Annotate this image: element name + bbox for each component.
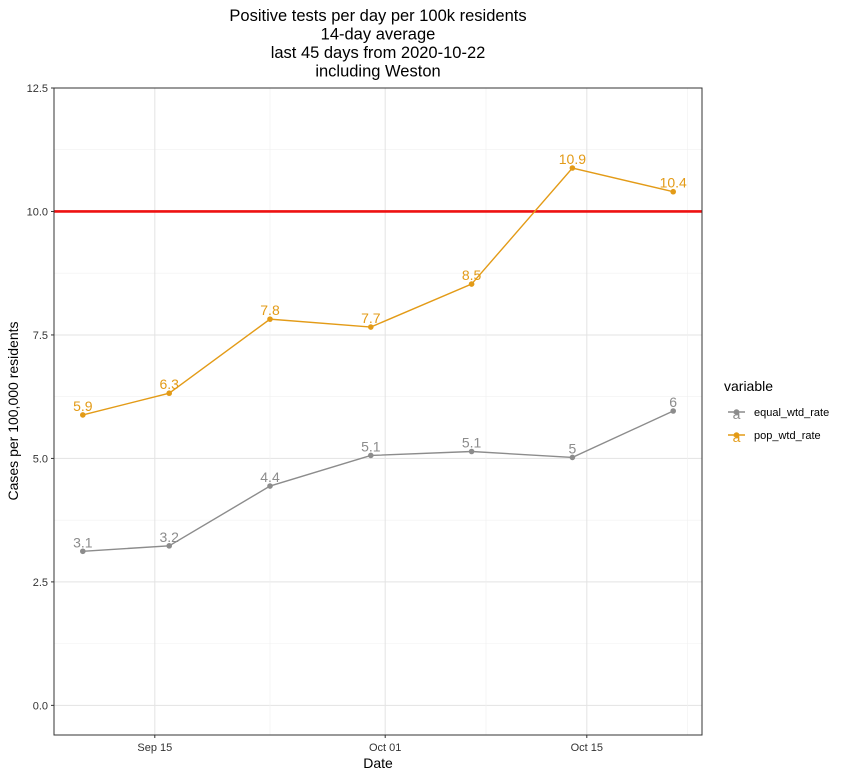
data-label: 3.2 bbox=[159, 529, 179, 545]
y-axis-title: Cases per 100,000 residents bbox=[5, 322, 21, 501]
y-tick-label: 12.5 bbox=[27, 83, 48, 95]
data-label: 5.1 bbox=[462, 435, 482, 451]
legend-swatch-glyph: a bbox=[733, 429, 741, 445]
data-point bbox=[670, 408, 676, 414]
legend-label: equal_wtd_rate bbox=[754, 407, 829, 419]
data-label: 6 bbox=[669, 394, 677, 410]
chart-title-line: Positive tests per day per 100k resident… bbox=[229, 7, 526, 25]
legend-label: pop_wtd_rate bbox=[754, 430, 821, 442]
y-tick-label: 0.0 bbox=[33, 700, 48, 712]
series-pop_wtd_rate: 5.9 6.3 7.8 7.7 8.5 10.9 10.4 bbox=[73, 151, 687, 418]
plot-panel bbox=[54, 88, 702, 735]
chart-title-line: including Weston bbox=[315, 63, 440, 81]
data-point bbox=[368, 324, 374, 330]
axes: 0.0 2.5 5.0 7.5 10.0 12.5 Sep 15 Oct 01 Oct 15 bbox=[27, 83, 603, 754]
plot-border bbox=[53, 87, 703, 736]
data-label: 5 bbox=[569, 440, 577, 456]
x-axis-title: Date bbox=[363, 755, 393, 771]
data-label: 7.8 bbox=[260, 302, 280, 318]
data-label: 10.4 bbox=[660, 175, 687, 191]
data-point bbox=[80, 548, 86, 555]
data-label: 3.1 bbox=[73, 534, 93, 550]
data-point bbox=[569, 165, 576, 171]
legend-swatch-point bbox=[733, 432, 740, 438]
legend-swatch-glyph: a bbox=[733, 406, 741, 422]
chart-title: Positive tests per day per 100k resident… bbox=[229, 7, 526, 81]
data-label: 8.5 bbox=[462, 267, 482, 283]
data-label: 10.9 bbox=[559, 151, 586, 167]
chart-title-line: last 45 days from 2020-10-22 bbox=[271, 44, 486, 62]
data-point bbox=[670, 188, 676, 195]
x-tick-label: Oct 01 bbox=[369, 742, 401, 754]
x-tick-label: Oct 15 bbox=[571, 742, 603, 754]
data-point bbox=[569, 454, 576, 461]
data-point bbox=[166, 543, 172, 549]
legend-title: variable bbox=[724, 378, 773, 394]
legend-item-equal_wtd_rate: a equal_wtd_rate bbox=[728, 406, 829, 422]
legend-item-pop_wtd_rate: a pop_wtd_rate bbox=[728, 429, 821, 445]
data-point bbox=[166, 390, 172, 397]
data-label: 6.3 bbox=[159, 376, 179, 392]
data-point bbox=[80, 412, 86, 418]
data-point bbox=[468, 281, 475, 287]
y-tick-label: 5.0 bbox=[33, 453, 48, 465]
x-tick-label: Sep 15 bbox=[137, 742, 172, 754]
series-equal_wtd_rate: 3.1 3.2 4.4 5.1 5.1 5 6 bbox=[73, 394, 677, 555]
y-tick-label: 10.0 bbox=[27, 206, 48, 218]
data-label: 5.9 bbox=[73, 398, 93, 414]
data-point bbox=[468, 448, 475, 455]
data-label: 7.7 bbox=[361, 310, 381, 326]
y-tick-label: 7.5 bbox=[33, 330, 48, 342]
data-point bbox=[267, 316, 273, 322]
y-tick-label: 2.5 bbox=[33, 577, 48, 589]
series-group: 3.1 3.2 4.4 5.1 5.1 5 6 5.9 6.3 7.8 7.7 8.5 10.9 10.4 bbox=[73, 151, 687, 555]
data-point bbox=[267, 483, 273, 489]
legend-swatch-point bbox=[733, 409, 740, 415]
data-point bbox=[368, 452, 374, 459]
data-label: 4.4 bbox=[260, 469, 280, 485]
chart-title-line: 14-day average bbox=[321, 26, 436, 44]
data-label: 5.1 bbox=[361, 438, 381, 454]
